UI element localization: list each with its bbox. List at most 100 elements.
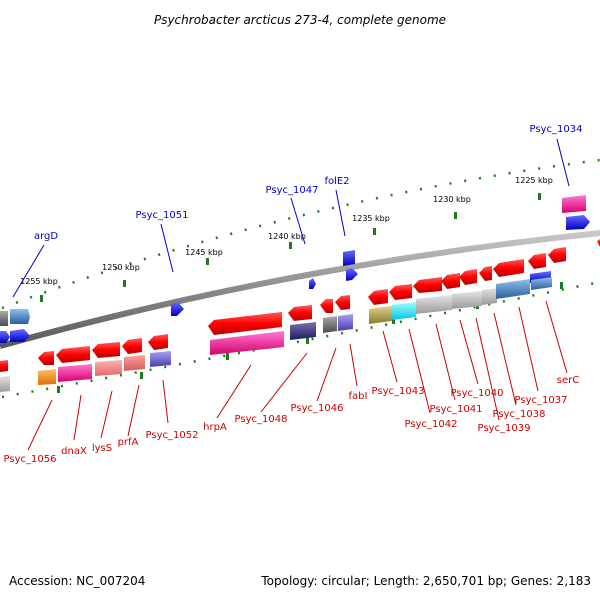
gene-arrow — [493, 259, 524, 277]
gene-arrow — [548, 247, 566, 263]
forward-genes — [0, 195, 600, 343]
forward-leaders — [12, 138, 570, 298]
leader-line — [27, 399, 53, 451]
gene-arrow — [413, 277, 442, 293]
gene-arrow — [148, 334, 168, 350]
major-tick — [206, 258, 209, 265]
reverse-genes — [0, 247, 566, 392]
gene-label-lyss: lysS — [92, 443, 112, 454]
major-tick — [140, 372, 143, 379]
leader-line — [382, 330, 398, 383]
gene-arrow — [335, 295, 350, 310]
leader-line — [73, 394, 82, 441]
gene-arrow — [338, 314, 353, 331]
gene-label-argd: argD — [34, 231, 58, 242]
gene-label-fole2: folE2 — [324, 176, 349, 187]
gene-arrow — [92, 342, 120, 358]
gene-arrow — [95, 360, 122, 376]
major-tick — [392, 317, 395, 324]
leader-line — [408, 328, 431, 414]
gene-label-dnax: dnaX — [61, 446, 87, 457]
gene-arrow — [531, 277, 552, 290]
leader-line — [160, 223, 174, 273]
kbp-label: 1255 kbp — [20, 277, 58, 286]
gene-label-prfa: prfA — [118, 437, 139, 448]
gene-arrow — [368, 289, 388, 305]
gene-arrow — [392, 302, 416, 320]
gene-arrow — [320, 299, 333, 313]
gene-arrow — [566, 215, 590, 230]
kbp-label: 1230 kbp — [433, 195, 471, 204]
gene-arrow — [38, 351, 54, 365]
gene-label-psyc-1043: Psyc_1043 — [372, 386, 425, 397]
gene-arrow — [309, 278, 316, 289]
gene-arrow — [441, 273, 460, 289]
gene-label-psyc-1040: Psyc_1040 — [451, 388, 504, 399]
major-tick — [560, 282, 563, 289]
leader-line — [349, 343, 358, 387]
map-title: Psychrobacter arcticus 273-4, complete g… — [154, 13, 446, 27]
gene-arrow — [343, 250, 355, 266]
gene-arrow — [0, 311, 8, 326]
gene-arrow — [496, 279, 530, 299]
kbp-label: 1250 kbp — [102, 263, 140, 272]
leader-line — [435, 323, 456, 401]
leader-line — [216, 364, 252, 419]
leader-line — [493, 312, 517, 406]
kbp-label: 1235 kbp — [352, 214, 390, 223]
topology-text: Topology: circular; Length: 2,650,701 bp… — [261, 574, 591, 588]
gene-arrow — [0, 376, 10, 392]
major-tick — [538, 193, 541, 200]
gene-label-psyc-1056: Psyc_1056 — [4, 454, 57, 465]
gene-label-psyc-1046: Psyc_1046 — [291, 403, 344, 414]
leader-line — [316, 347, 337, 402]
gene-arrow — [369, 306, 392, 324]
gene-arrow — [389, 284, 412, 300]
major-tick — [289, 242, 292, 249]
gene-arrow — [38, 369, 56, 385]
gene-label-psyc-1042: Psyc_1042 — [405, 419, 458, 430]
leader-line — [12, 244, 45, 298]
gene-arrow — [124, 355, 145, 371]
gene-arrow — [562, 195, 586, 213]
gene-arrow — [56, 346, 90, 363]
gene-label-psyc-1034: Psyc_1034 — [530, 124, 583, 135]
reverse-leaders — [27, 300, 568, 451]
leader-line — [475, 317, 500, 421]
gene-arrow — [288, 305, 312, 321]
major-tick — [373, 228, 376, 235]
gene-arrow — [10, 329, 30, 342]
gene-arrow — [122, 338, 142, 354]
gene-label-psyc-1041: Psyc_1041 — [430, 404, 483, 415]
gene-arrow — [150, 351, 171, 367]
major-tick — [306, 337, 309, 344]
genome-backbone — [0, 230, 600, 349]
gene-arrow — [323, 316, 337, 333]
gene-arrow — [208, 312, 282, 335]
leader-line — [459, 319, 479, 385]
accession-text: Accession: NC_007204 — [9, 574, 146, 588]
leader-line — [518, 306, 539, 392]
gene-arrow — [0, 360, 8, 372]
gene-arrow — [10, 309, 30, 324]
gene-arrow — [597, 239, 600, 247]
kbp-label: 1225 kbp — [515, 176, 553, 185]
gene-label-hrpa: hrpA — [203, 422, 227, 433]
gene-label-fabi: fabI — [349, 391, 368, 402]
leader-line — [127, 384, 140, 437]
gene-label-psyc-1052: Psyc_1052 — [146, 430, 199, 441]
leader-line — [290, 197, 306, 245]
gene-arrow — [416, 295, 452, 314]
gene-arrow — [479, 266, 492, 281]
gene-label-serc: serC — [557, 375, 579, 386]
gene-label-psyc-1037: Psyc_1037 — [515, 395, 568, 406]
major-tick — [57, 386, 60, 393]
gene-arrow — [459, 269, 477, 285]
gene-label-psyc-1039: Psyc_1039 — [478, 423, 531, 434]
major-tick — [40, 295, 43, 302]
kbp-label: 1240 kbp — [268, 232, 306, 241]
gene-label-psyc-1038: Psyc_1038 — [493, 409, 546, 420]
gene-arrow — [171, 302, 184, 316]
gene-arrow — [482, 288, 497, 305]
